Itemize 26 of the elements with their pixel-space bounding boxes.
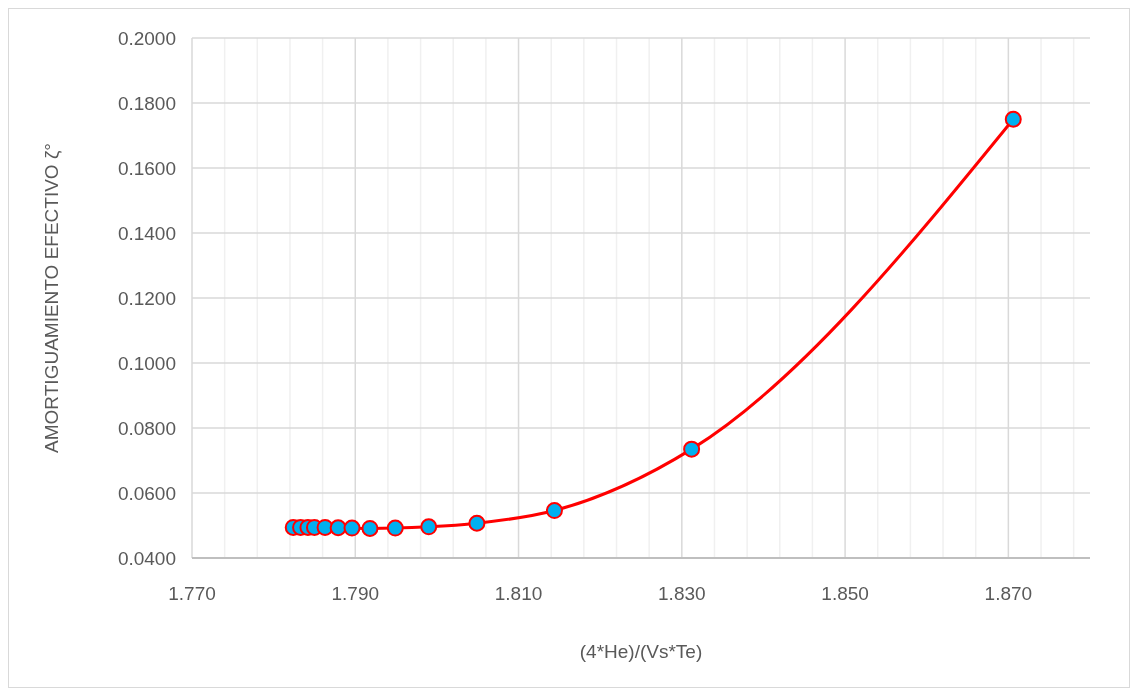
point <box>329 519 347 537</box>
y-tick-label: 0.0600 <box>117 482 176 504</box>
point <box>545 502 563 520</box>
x-tick-label: 1.870 <box>984 583 1033 604</box>
y-tick-label: 0.1000 <box>117 352 176 374</box>
point <box>343 519 361 537</box>
point <box>1004 110 1022 128</box>
x-tick-label: 1.790 <box>331 583 380 604</box>
y-tick-label: 0.0800 <box>117 417 176 439</box>
y-tick-label: 0.2000 <box>117 27 176 49</box>
y-tick-label: 0.1800 <box>117 92 176 114</box>
x-tick-label: 1.850 <box>821 583 869 604</box>
x-axis-title: (4*He)/(Vs*Te) <box>579 641 703 662</box>
point <box>468 514 486 532</box>
y-tick-label: 0.1600 <box>117 157 176 179</box>
x-tick-label: 1.830 <box>658 583 706 604</box>
y-tick-label: 0.1200 <box>117 287 176 309</box>
point <box>361 519 379 537</box>
point <box>420 518 438 536</box>
point <box>386 519 404 537</box>
point <box>683 440 701 458</box>
x-tick-label: 1.770 <box>168 583 216 604</box>
y-tick-label: 0.0400 <box>117 547 176 569</box>
x-tick-label: 1.810 <box>494 583 543 604</box>
y-axis-title: AMORTIGUAMIENTO EFECTIVO ζ° <box>41 143 62 453</box>
y-tick-label: 0.1400 <box>117 222 176 244</box>
